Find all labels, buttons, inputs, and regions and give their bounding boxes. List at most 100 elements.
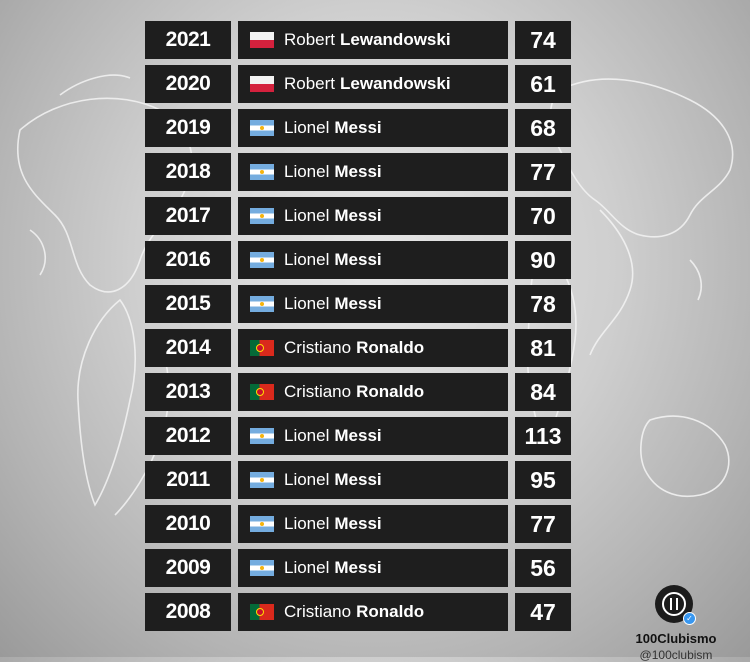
player-first-name: Cristiano	[284, 338, 352, 357]
goals-cell: 81	[515, 329, 571, 367]
year-cell: 2020	[145, 65, 231, 103]
table-row: 2020 Robert Lewandowski 61	[145, 65, 571, 103]
player-cell: Lionel Messi	[238, 197, 508, 235]
player-last-name: Ronaldo	[356, 602, 425, 621]
player-cell: Cristiano Ronaldo	[238, 373, 508, 411]
goals-cell: 77	[515, 153, 571, 191]
year-cell: 2014	[145, 329, 231, 367]
player-last-name: Messi	[334, 426, 382, 445]
player-last-name: Messi	[334, 162, 382, 181]
player-first-name: Lionel	[284, 558, 330, 577]
table-row: 2021 Robert Lewandowski 74	[145, 21, 571, 59]
player-first-name: Lionel	[284, 162, 330, 181]
goals-cell: 90	[515, 241, 571, 279]
table-row: 2015 Lionel Messi 78	[145, 285, 571, 323]
argentina-flag-icon	[250, 296, 274, 312]
player-cell: Cristiano Ronaldo	[238, 593, 508, 631]
year-cell: 2018	[145, 153, 231, 191]
goals-cell: 56	[515, 549, 571, 587]
table-row: 2011 Lionel Messi 95	[145, 461, 571, 499]
goals-cell: 95	[515, 461, 571, 499]
player-last-name: Lewandowski	[340, 30, 451, 49]
portugal-flag-icon	[250, 340, 274, 356]
player-first-name: Robert	[284, 74, 336, 93]
brand-name[interactable]: 100Clubismo	[635, 631, 717, 646]
year-cell: 2012	[145, 417, 231, 455]
player-cell: Lionel Messi	[238, 505, 508, 543]
goals-cell: 47	[515, 593, 571, 631]
player-last-name: Ronaldo	[356, 382, 425, 401]
portugal-flag-icon	[250, 384, 274, 400]
player-first-name: Lionel	[284, 294, 330, 313]
player-cell: Lionel Messi	[238, 417, 508, 455]
verified-badge-icon: ✓	[683, 612, 696, 625]
table-row: 2008 Cristiano Ronaldo 47	[145, 593, 571, 631]
table-row: 2013 Cristiano Ronaldo 84	[145, 373, 571, 411]
player-first-name: Lionel	[284, 206, 330, 225]
table-row: 2010 Lionel Messi 77	[145, 505, 571, 543]
player-cell: Lionel Messi	[238, 461, 508, 499]
player-last-name: Messi	[334, 206, 382, 225]
argentina-flag-icon	[250, 252, 274, 268]
portugal-flag-icon	[250, 604, 274, 620]
year-cell: 2016	[145, 241, 231, 279]
goals-cell: 77	[515, 505, 571, 543]
player-first-name: Lionel	[284, 470, 330, 489]
argentina-flag-icon	[250, 208, 274, 224]
year-cell: 2017	[145, 197, 231, 235]
table-row: 2019 Lionel Messi 68	[145, 109, 571, 147]
argentina-flag-icon	[250, 560, 274, 576]
argentina-flag-icon	[250, 164, 274, 180]
goals-cell: 70	[515, 197, 571, 235]
player-last-name: Messi	[334, 470, 382, 489]
table-row: 2014 Cristiano Ronaldo 81	[145, 329, 571, 367]
year-cell: 2010	[145, 505, 231, 543]
player-first-name: Lionel	[284, 250, 330, 269]
year-cell: 2011	[145, 461, 231, 499]
player-first-name: Cristiano	[284, 602, 352, 621]
player-first-name: Lionel	[284, 514, 330, 533]
player-last-name: Lewandowski	[340, 74, 451, 93]
player-last-name: Messi	[334, 294, 382, 313]
goals-cell: 74	[515, 21, 571, 59]
player-first-name: Cristiano	[284, 382, 352, 401]
argentina-flag-icon	[250, 120, 274, 136]
argentina-flag-icon	[250, 428, 274, 444]
table-row: 2016 Lionel Messi 90	[145, 241, 571, 279]
table-row: 2009 Lionel Messi 56	[145, 549, 571, 587]
year-cell: 2015	[145, 285, 231, 323]
year-cell: 2019	[145, 109, 231, 147]
year-cell: 2021	[145, 21, 231, 59]
player-cell: Lionel Messi	[238, 153, 508, 191]
table-row: 2012 Lionel Messi 113	[145, 417, 571, 455]
goals-cell: 84	[515, 373, 571, 411]
player-last-name: Messi	[334, 514, 382, 533]
player-last-name: Messi	[334, 250, 382, 269]
player-first-name: Lionel	[284, 426, 330, 445]
player-cell: Robert Lewandowski	[238, 65, 508, 103]
player-cell: Robert Lewandowski	[238, 21, 508, 59]
table-row: 2017 Lionel Messi 70	[145, 197, 571, 235]
player-cell: Lionel Messi	[238, 549, 508, 587]
goals-cell: 68	[515, 109, 571, 147]
player-first-name: Robert	[284, 30, 336, 49]
poland-flag-icon	[250, 32, 274, 48]
brand-handle[interactable]: @100clubism	[639, 648, 713, 662]
player-last-name: Ronaldo	[356, 338, 425, 357]
argentina-flag-icon	[250, 516, 274, 532]
year-cell: 2009	[145, 549, 231, 587]
argentina-flag-icon	[250, 472, 274, 488]
player-cell: Lionel Messi	[238, 241, 508, 279]
player-cell: Cristiano Ronaldo	[238, 329, 508, 367]
player-last-name: Messi	[334, 558, 382, 577]
goals-cell: 113	[515, 417, 571, 455]
goals-cell: 78	[515, 285, 571, 323]
player-last-name: Messi	[334, 118, 382, 137]
year-cell: 2008	[145, 593, 231, 631]
player-first-name: Lionel	[284, 118, 330, 137]
player-cell: Lionel Messi	[238, 285, 508, 323]
year-cell: 2013	[145, 373, 231, 411]
club-logo-mark	[662, 592, 686, 616]
player-cell: Lionel Messi	[238, 109, 508, 147]
goals-cell: 61	[515, 65, 571, 103]
